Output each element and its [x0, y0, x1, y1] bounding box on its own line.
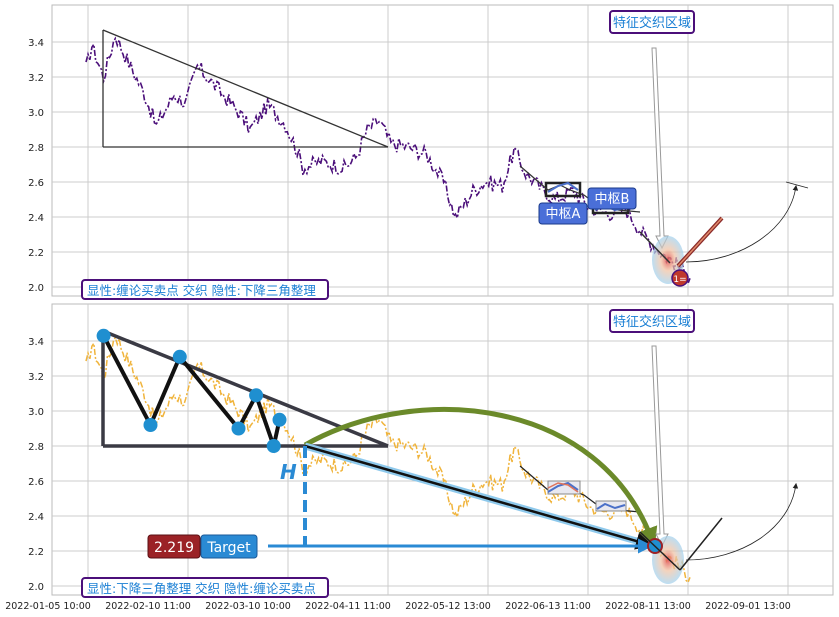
bottom-series [85, 335, 691, 584]
pivot-marker-0 [96, 328, 111, 343]
top-price-line [85, 36, 691, 286]
bottom-panel: 3.4 3.2 3.0 2.8 2.6 2.4 2.2 2.0 2022-01-05 10:0… [5, 303, 834, 612]
bottom-plot-frame [51, 303, 834, 596]
target-label: Target [206, 540, 251, 556]
pivot-marker-1 [143, 418, 158, 432]
hub-a-label: 中枢A [546, 207, 581, 222]
hub-b-label: 中枢B [595, 192, 630, 207]
x-tick-label: 2022-03-10 10:00 [205, 601, 291, 612]
pivot-marker-3 [231, 421, 246, 436]
x-tick-labels: 2022-01-05 10:00 2022-02-10 11:00 2022-03-… [5, 601, 791, 612]
bottom-y-tick-labels: 3.4 3.2 3.0 2.8 2.6 2.4 2.2 2.0 [28, 337, 44, 593]
top-hollow-arrow [651, 47, 669, 250]
top-feature-label: 特征交织区域 [613, 15, 691, 31]
bottom-hub-boxes [519, 465, 641, 513]
x-tick-label: 2022-04-11 11:00 [305, 601, 391, 612]
pivot-marker-2 [172, 349, 187, 364]
bottom-future-curve [685, 482, 799, 561]
top-pattern-label-box: 显性:缠论买卖点 交织 隐性:下降三角整理 [81, 279, 329, 300]
y-tick-label: 3.2 [28, 73, 44, 84]
x-tick-label: 2022-02-10 11:00 [105, 601, 191, 612]
y-tick-label: 2.4 [28, 512, 44, 523]
buy-point-mark: 1= [673, 275, 686, 285]
top-grid [52, 5, 833, 296]
y-tick-label: 2.6 [28, 477, 44, 488]
x-tick-label: 2022-09-01 13:00 [705, 601, 791, 612]
bottom-pattern-label-box: 显性:下降三角整理 交织 隐性:缠论买卖点 [81, 577, 329, 598]
y-tick-label: 2.0 [28, 283, 44, 294]
bottom-feature-label-box: 特征交织区域 [609, 309, 695, 333]
y-tick-label: 2.2 [28, 547, 44, 558]
target-value: 2.219 [154, 540, 194, 556]
hub-b-label-box: 中枢B [587, 187, 637, 210]
target-label-badge: Target [200, 534, 258, 559]
x-tick-label: 2022-06-13 11:00 [505, 601, 591, 612]
h-label: H [280, 460, 297, 484]
top-feature-label-box: 特征交织区域 [609, 10, 695, 34]
top-descending-triangle [102, 29, 389, 148]
y-tick-label: 3.4 [28, 337, 44, 348]
top-buy-point: 1= [639, 216, 724, 287]
bottom-zigzag [96, 328, 287, 454]
x-tick-label: 2022-01-05 10:00 [5, 601, 91, 612]
y-tick-label: 2.6 [28, 178, 44, 189]
bottom-pattern-label: 显性:下降三角整理 交织 隐性:缠论买卖点 [87, 581, 316, 596]
y-tick-label: 2.0 [28, 582, 44, 593]
top-panel: 3.4 3.2 3.0 2.8 2.6 2.4 2.2 2.0 中枢A 中枢B [28, 4, 834, 300]
y-tick-label: 3.0 [28, 108, 44, 119]
pivot-marker-5 [266, 439, 281, 453]
y-tick-label: 2.8 [28, 143, 44, 154]
green-projection-arc [303, 406, 658, 548]
pivot-marker-4 [249, 388, 264, 403]
x-tick-label: 2022-08-11 13:00 [605, 601, 691, 612]
top-plot-frame [51, 4, 834, 297]
pivot-marker-6 [272, 412, 287, 427]
hub-a-label-box: 中枢A [538, 202, 588, 225]
y-tick-label: 2.4 [28, 213, 44, 224]
target-value-badge: 2.219 [147, 534, 201, 559]
y-tick-label: 2.8 [28, 442, 44, 453]
y-tick-label: 3.2 [28, 372, 44, 383]
x-tick-label: 2022-05-12 13:00 [405, 601, 491, 612]
y-tick-label: 3.0 [28, 407, 44, 418]
top-series [85, 36, 691, 286]
top-future-curve [685, 184, 799, 263]
bottom-feature-label: 特征交织区域 [613, 314, 691, 330]
y-tick-label: 2.2 [28, 248, 44, 259]
bottom-buy-point [639, 517, 723, 584]
y-tick-label: 3.4 [28, 38, 44, 49]
top-y-tick-labels: 3.4 3.2 3.0 2.8 2.6 2.4 2.2 2.0 [28, 38, 44, 294]
top-pattern-label: 显性:缠论买卖点 交织 隐性:下降三角整理 [87, 283, 316, 298]
bottom-price-line [85, 335, 691, 584]
